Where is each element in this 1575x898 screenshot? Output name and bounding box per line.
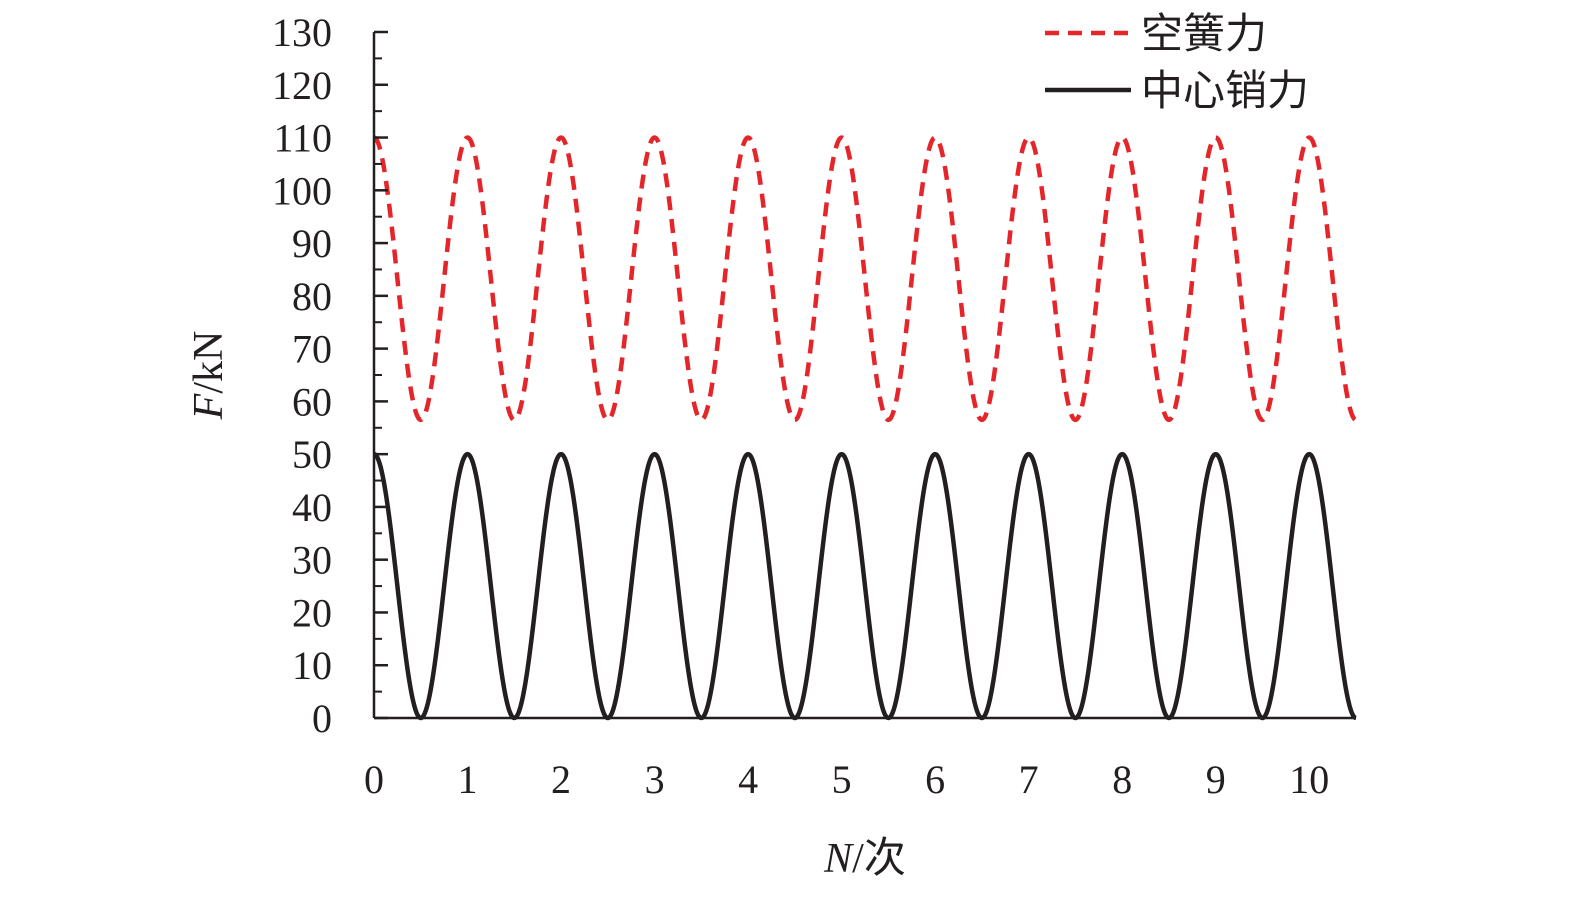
x-tick-label: 10 <box>1289 757 1329 802</box>
x-axis-unit: /次 <box>852 836 906 882</box>
x-tick-label: 6 <box>925 757 945 802</box>
y-tick-label: 130 <box>272 10 332 55</box>
x-tick-label: 2 <box>551 757 571 802</box>
x-axis-variable: N <box>823 836 854 882</box>
y-axis-title: F/kN <box>186 331 232 421</box>
x-tick-label: 8 <box>1112 757 1132 802</box>
x-tick-label: 4 <box>738 757 758 802</box>
x-tick-label: 7 <box>1019 757 1039 802</box>
y-axis-unit: /kN <box>186 331 232 394</box>
y-tick-label: 100 <box>272 168 332 213</box>
legend: 空簧力 中心销力 <box>1045 9 1309 115</box>
x-tick-label: 1 <box>458 757 478 802</box>
y-tick-label: 90 <box>292 221 332 266</box>
y-axis-variable: F <box>186 393 232 420</box>
axes: 0 10 20 30 40 50 60 70 80 90 100 110 120 130 0 1 2 3 4 5 6 7… <box>272 10 1356 802</box>
y-tick-label: 10 <box>292 643 332 688</box>
x-ticks: 0 1 2 3 4 5 6 7 8 9 10 <box>364 757 1329 802</box>
y-ticks: 0 10 20 30 40 50 60 70 80 90 100 110 120 130 <box>272 10 388 741</box>
x-axis-title: N/次 <box>823 836 906 882</box>
y-tick-label: 50 <box>292 432 332 477</box>
x-tick-label: 5 <box>832 757 852 802</box>
legend-label-center-pin-force: 中心销力 <box>1141 66 1309 115</box>
x-tick-label: 9 <box>1206 757 1226 802</box>
y-tick-label: 60 <box>292 379 332 424</box>
y-tick-label: 120 <box>272 63 332 108</box>
y-tick-label: 40 <box>292 485 332 530</box>
series-center-pin-force-line <box>372 451 1358 721</box>
plot-area <box>372 135 1358 721</box>
y-tick-label: 110 <box>273 116 332 161</box>
series-air-spring-force-line <box>372 135 1358 423</box>
x-tick-label: 0 <box>364 757 384 802</box>
y-tick-label: 20 <box>292 590 332 635</box>
y-tick-label: 30 <box>292 538 332 583</box>
y-tick-label: 0 <box>312 696 332 741</box>
legend-label-air-spring-force: 空簧力 <box>1141 9 1267 58</box>
x-tick-label: 3 <box>645 757 665 802</box>
y-tick-label: 70 <box>292 327 332 372</box>
y-tick-label: 80 <box>292 274 332 319</box>
